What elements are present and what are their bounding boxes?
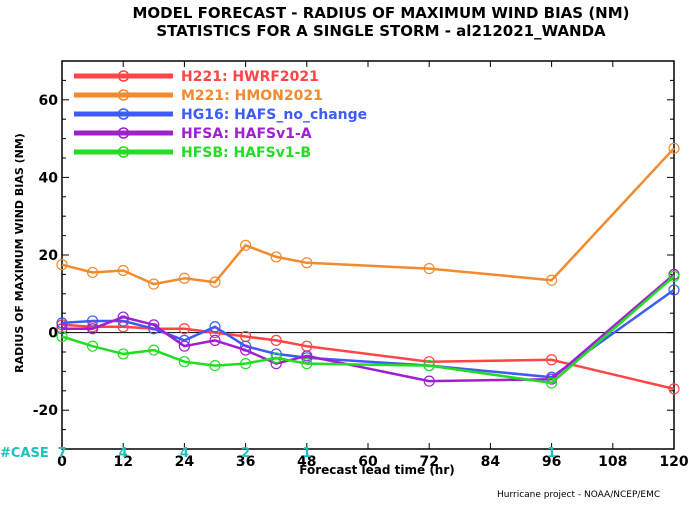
data-point [668, 383, 680, 395]
data-point [668, 284, 680, 296]
data-point [86, 340, 99, 352]
legend-marker [117, 70, 130, 82]
data-point [545, 377, 558, 389]
x-tick-label: 108 [598, 454, 627, 470]
x-tick-label: 24 [175, 454, 195, 470]
data-point [117, 311, 129, 323]
x-tick-label: 48 [297, 454, 316, 470]
data-point [209, 321, 221, 333]
case-count: 7 [57, 446, 66, 461]
plot-frame [61, 60, 675, 450]
case-count: 2 [241, 446, 250, 461]
case-counts: 7 4 4 2 1 1 [57, 446, 556, 461]
data-point [301, 350, 313, 362]
credit-text: Hurricane project - NOAA/NCEP/EMC [497, 490, 660, 500]
x-tick-label: 96 [542, 454, 561, 470]
series-group [56, 142, 680, 290]
legend-marker [117, 108, 130, 120]
data-point [240, 239, 252, 251]
case-count: 1 [302, 446, 311, 461]
legend-label: HFSB: HAFSv1-B [181, 145, 311, 161]
data-point [423, 359, 435, 372]
data-point [209, 276, 221, 288]
y-tick-label: 40 [39, 170, 59, 186]
x-tick-label: 120 [659, 454, 688, 470]
data-point [148, 319, 160, 331]
data-point [148, 278, 160, 290]
data-point [209, 334, 221, 346]
data-point [668, 142, 680, 154]
series-group [56, 268, 680, 387]
data-point [668, 270, 680, 282]
case-count: 4 [180, 446, 189, 461]
data-point [301, 257, 313, 269]
legend-marker [117, 146, 130, 158]
data-point [56, 323, 68, 335]
data-point [86, 266, 99, 279]
case-count: 1 [547, 446, 556, 461]
x-tick-label: 72 [419, 454, 438, 470]
x-tick-label: 0 [57, 454, 67, 470]
x-tick-label: 12 [113, 454, 132, 470]
data-point [545, 354, 558, 366]
x-tick-label: 60 [358, 454, 378, 470]
data-point [86, 315, 99, 327]
legend: H221: HWRF2021 M221: HMON2021 HG16: HAFS_n… [74, 69, 367, 161]
data-point [545, 274, 558, 286]
y-tick-label: 20 [39, 248, 59, 264]
x-tick-label: 84 [481, 454, 501, 470]
y-tick-label: 60 [39, 93, 59, 109]
data-point [178, 323, 190, 335]
y-tick-label: 0 [48, 326, 58, 342]
series-group [56, 319, 680, 395]
chart-subtitle: STATISTICS FOR A SINGLE STORM - al212021… [156, 22, 606, 40]
data-point [56, 259, 68, 271]
data-point [178, 356, 190, 368]
data-point [86, 323, 99, 335]
data-point [270, 352, 282, 364]
data-point [240, 344, 252, 356]
data-point [209, 359, 221, 372]
legend-marker [117, 89, 130, 101]
case-label: #CASE [0, 446, 49, 461]
case-count: 4 [119, 446, 128, 461]
y-axis-label: RADIUS OF MAXIMUM WIND BIAS (NM) [13, 133, 26, 373]
legend-marker [117, 127, 130, 139]
data-point [301, 358, 313, 370]
data-point [270, 334, 282, 346]
legend-label: HFSA: HAFSv1-A [181, 126, 312, 142]
data-point [270, 251, 282, 263]
x-axis-label: Forecast lead time (hr) [299, 463, 455, 477]
data-point [178, 340, 190, 352]
x-tick-label: 36 [236, 454, 255, 470]
data-point [240, 358, 252, 370]
legend-label: HG16: HAFS_no_change [181, 107, 367, 123]
y-tick-label: -20 [33, 403, 59, 419]
series-line [61, 147, 675, 286]
legend-label: H221: HWRF2021 [181, 69, 319, 85]
data-point [117, 264, 129, 277]
data-point [423, 375, 435, 387]
data-point [423, 262, 435, 275]
legend-label: M221: HMON2021 [181, 88, 323, 104]
chart-title: MODEL FORECAST - RADIUS OF MAXIMUM WIND … [132, 4, 629, 22]
series-group [56, 270, 680, 389]
data-point [178, 272, 190, 284]
data-point [117, 348, 129, 360]
data-point [56, 330, 68, 343]
data-point [148, 344, 160, 356]
